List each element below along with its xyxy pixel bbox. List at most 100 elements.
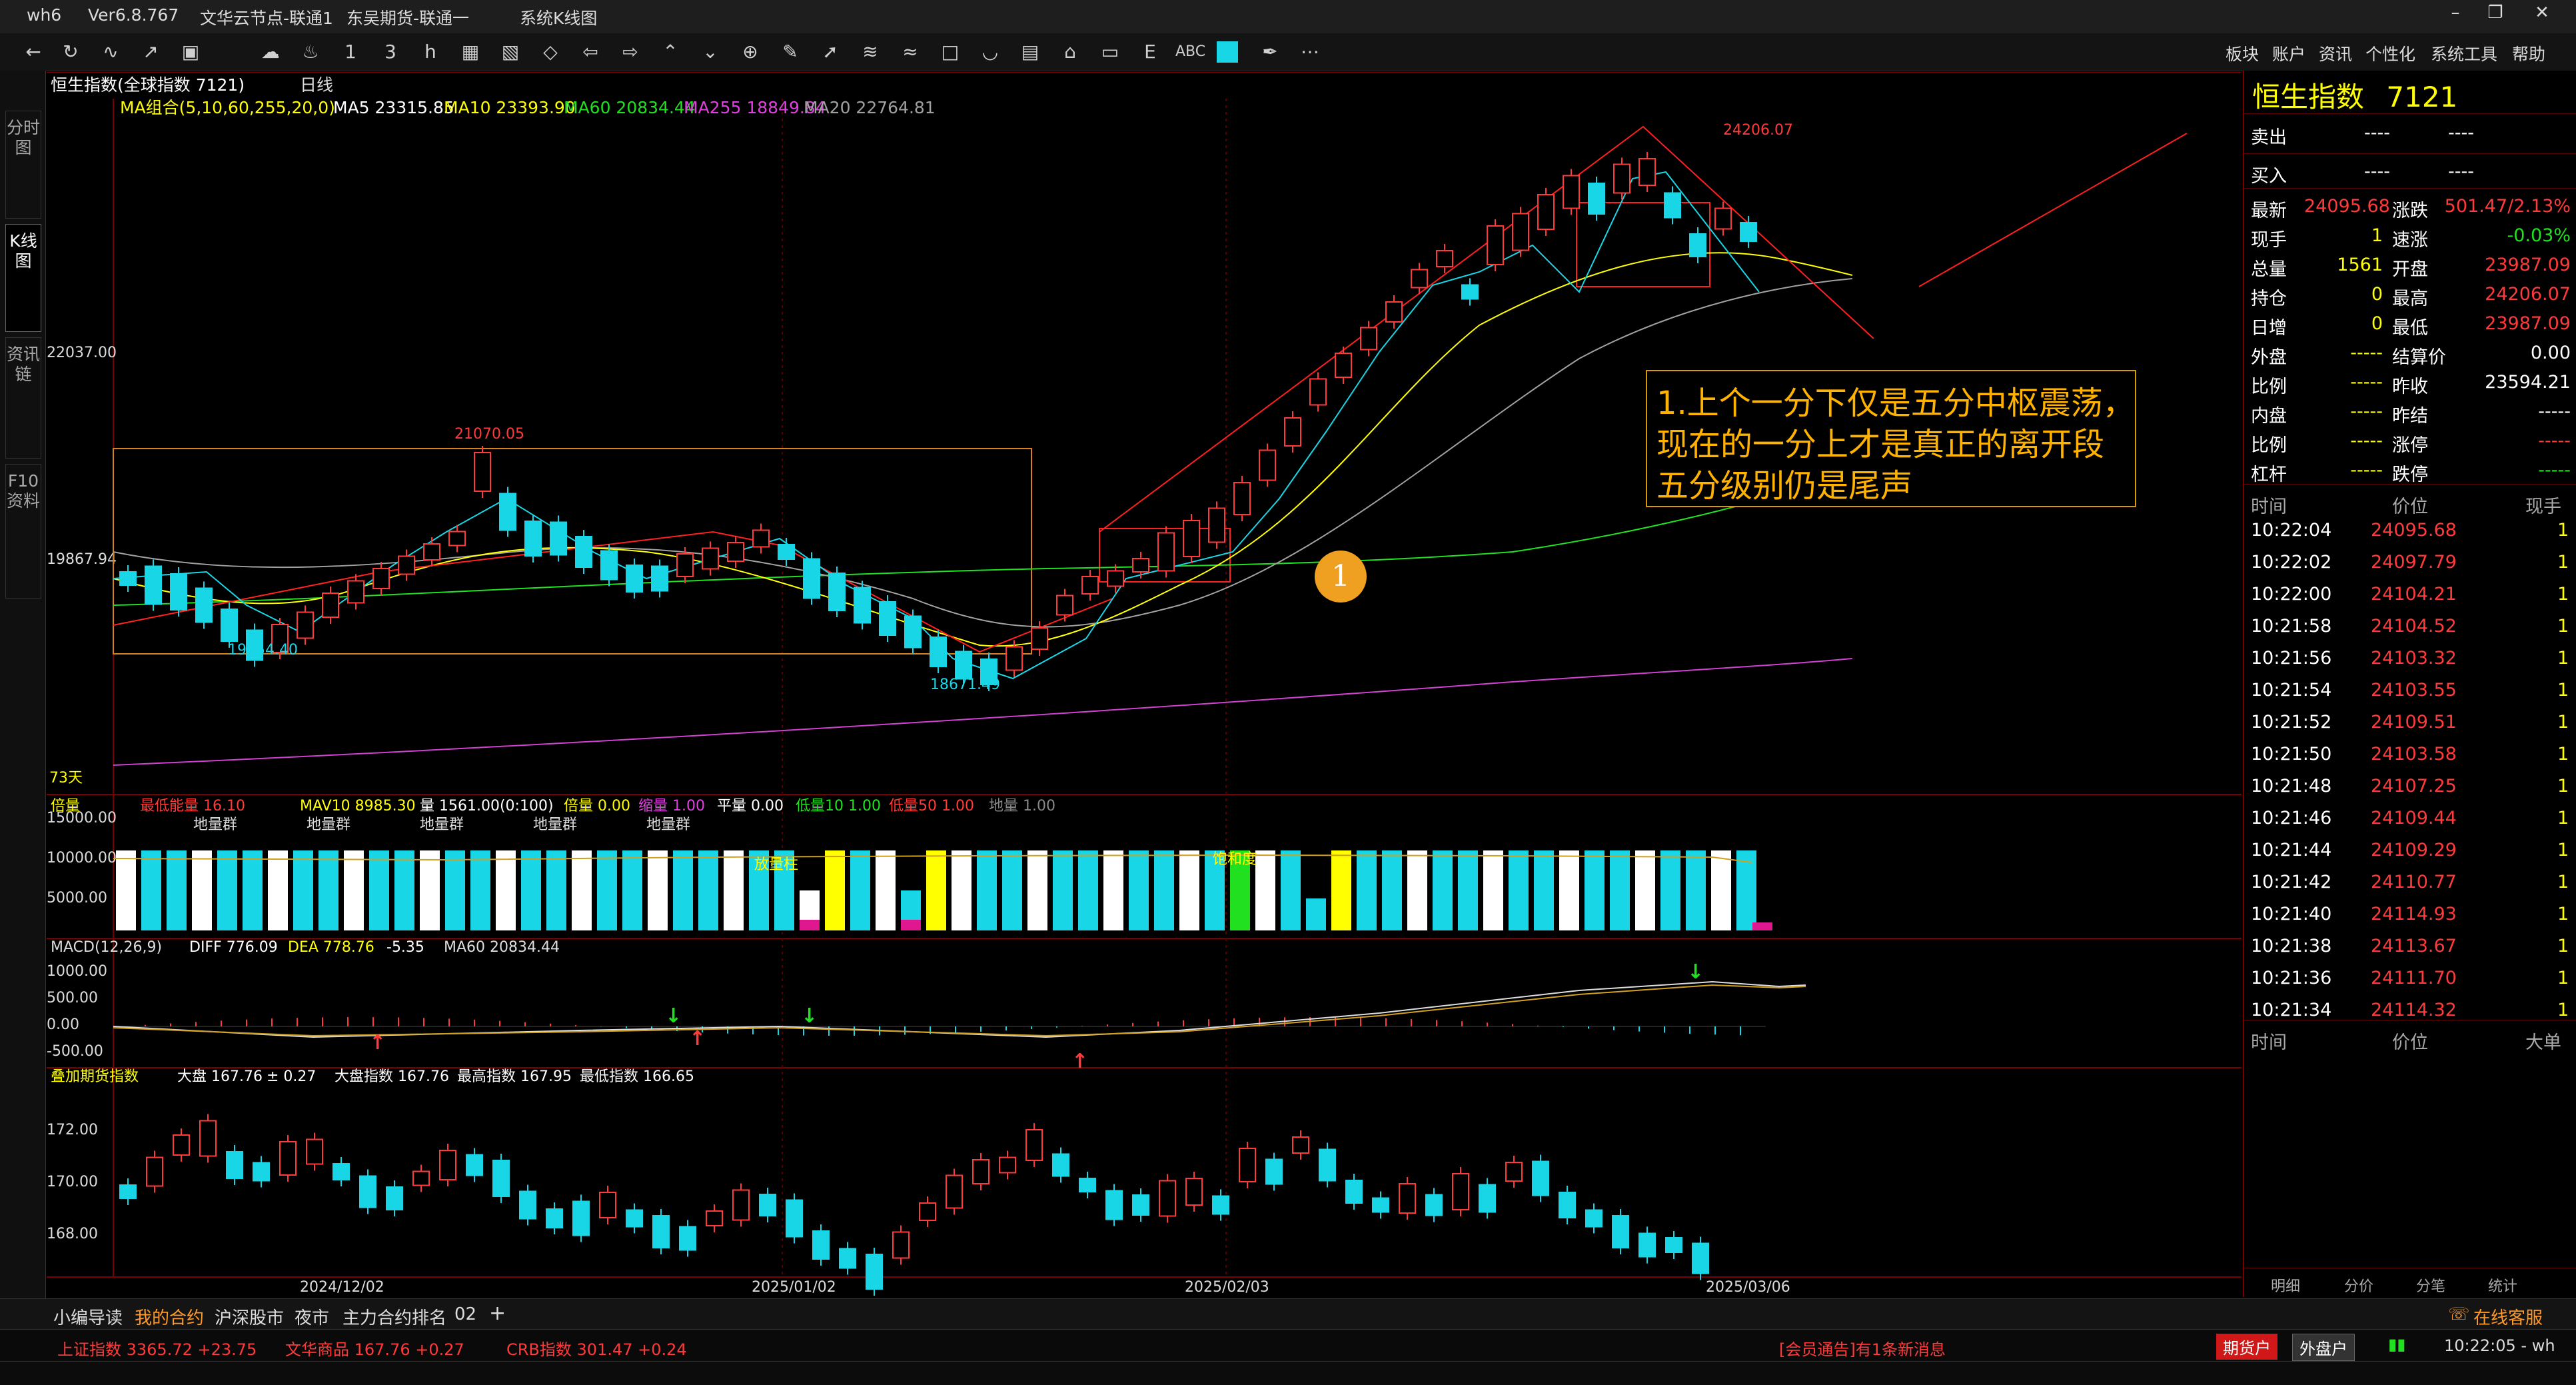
arc-icon[interactable]: ◡ [981,41,999,63]
tick-row[interactable]: 10:21:38 24113.67 1 [2244,932,2576,960]
tick-row[interactable]: 10:21:48 24107.25 1 [2244,772,2576,800]
online-service-link[interactable]: 在线客服 [2473,1308,2543,1328]
tick-row[interactable]: 10:21:52 24109.51 1 [2244,708,2576,736]
cloud-icon[interactable]: ☁ [261,41,280,63]
abc-text-icon[interactable]: ABC [1175,43,1206,60]
ground-vol-group: 地量群 [193,816,237,833]
futures-candle [759,1188,776,1222]
menu-personalize[interactable]: 个性化 [2365,45,2416,64]
tab-stats[interactable]: 统计 [2488,1278,2518,1295]
down-chevron-icon[interactable]: ⌄ [702,41,718,63]
tab-f10[interactable]: F10资料 [5,464,41,599]
stat-label: 结算价 [2392,347,2446,368]
tab-intraday[interactable]: 分时图 [5,111,41,219]
tick-row[interactable]: 10:21:58 24104.52 1 [2244,612,2576,640]
sh-index-ticker[interactable]: 上证指数 3365.72 +23.75 [57,1340,257,1359]
draw-line-icon[interactable]: ➚ [822,41,838,63]
color-square-icon[interactable] [1217,41,1238,63]
layout-icon[interactable]: ▭ [1101,41,1119,63]
pencil-line-icon[interactable]: ✎ [782,41,798,63]
external-account-button[interactable]: 外盘户 [2292,1334,2355,1361]
home-icon[interactable]: ⌂ [1064,41,1076,63]
bell-icon[interactable]: ♨ [302,41,319,63]
tab-main-contract-rank[interactable]: 主力合约排名 [342,1308,447,1328]
futures-account-button[interactable]: 期货户 [2216,1334,2277,1360]
restore-icon[interactable]: ❐ [2487,3,2503,23]
more-icon[interactable]: ⋯ [1301,41,1319,63]
tick-time: 10:21:50 [2251,744,2332,764]
up-chevron-icon[interactable]: ⌃ [662,41,678,63]
tick-row[interactable]: 10:22:04 24095.68 1 [2244,516,2576,544]
rectangle-icon[interactable]: □ [941,41,960,63]
volume-toggle[interactable]: 倍量 [51,798,80,814]
period-1h-icon[interactable]: h [424,41,436,63]
crosshair-icon[interactable]: ⊕ [742,41,758,63]
crb-index-ticker[interactable]: CRB指数 301.47 +0.24 [506,1340,687,1359]
tick-row[interactable]: 10:21:56 24103.32 1 [2244,644,2576,672]
tick-row[interactable]: 10:21:36 24111.70 1 [2244,964,2576,992]
refresh-icon[interactable]: ↻ [63,41,79,63]
grid-icon[interactable]: ▤ [1021,41,1039,63]
tab-sh-sz-stocks[interactable]: 沪深股市 [215,1308,285,1328]
period-icon[interactable]: ▣ [181,41,200,63]
quote-stat-row: 现手 1 速涨 -0.03% [2244,221,2576,251]
year-icon[interactable]: ▧ [501,41,520,63]
tick-row[interactable]: 10:21:46 24109.44 1 [2244,804,2576,832]
tab-editor-guide[interactable]: 小编导读 [53,1308,123,1328]
macd-name[interactable]: MACD(12,26,9) [51,939,162,956]
arrow-left-icon[interactable]: ⇦ [582,41,598,63]
line-chart-icon[interactable]: ∿ [103,41,119,63]
tab-detail[interactable]: 明细 [2271,1278,2301,1295]
menu-sector[interactable]: 板块 [2226,45,2259,64]
menu-account[interactable]: 账户 [2272,45,2306,64]
wave-icon[interactable]: ≋ [862,41,878,63]
season-icon[interactable]: ▦ [461,41,480,63]
futures-name[interactable]: 叠加期货指数 [51,1068,139,1085]
tab-kline[interactable]: K线图 [5,224,41,332]
tick-time: 10:21:34 [2251,1000,2332,1020]
period-3-icon[interactable]: 3 [384,41,396,63]
period-selector[interactable]: 日线 [300,75,333,95]
tab-my-contracts[interactable]: 我的合约 [135,1308,205,1328]
price-candle [1385,295,1403,329]
tick-row[interactable]: 10:21:34 24114.32 1 [2244,996,2576,1024]
tab-night-market[interactable]: 夜市 [295,1308,330,1328]
server-node-1[interactable]: 文华云节点-联通1 [200,9,333,28]
menu-system-tools[interactable]: 系统工具 [2431,45,2498,64]
tab-price-split[interactable]: 分价 [2344,1278,2374,1295]
member-notice[interactable]: [会员通告]有1条新消息 [1779,1340,1946,1359]
stat-label: 开盘 [2392,259,2428,280]
tick-row[interactable]: 10:21:44 24109.29 1 [2244,836,2576,864]
tab-news-chain[interactable]: 资讯链 [5,337,41,459]
tab-tick-split[interactable]: 分笔 [2416,1278,2446,1295]
marker-badge[interactable]: 1 [1315,551,1367,603]
tick-row[interactable]: 10:21:54 24103.55 1 [2244,676,2576,704]
tick-row[interactable]: 10:21:40 24114.93 1 [2244,900,2576,928]
arrow-right-icon[interactable]: ⇨ [622,41,638,63]
wave2-icon[interactable]: ≈ [902,41,918,63]
tick-row[interactable]: 10:21:42 24110.77 1 [2244,868,2576,896]
server-node-2[interactable]: 东吴期货-联通一 [346,9,470,28]
tick-row[interactable]: 10:22:00 24104.21 1 [2244,580,2576,608]
back-icon[interactable]: ← [25,41,41,63]
tick-row[interactable]: 10:21:50 24103.58 1 [2244,740,2576,768]
analysis-annotation[interactable]: 1.上个一分下仅是五分中枢震荡， 现在的一分上才是真正的离开段 五分级别仍是尾声 [1646,370,2136,507]
close-icon[interactable]: ✕ [2535,3,2549,23]
diamond-icon[interactable]: ◇ [543,41,558,63]
kline-chart-area[interactable]: 恒生指数(全球指数 7121) 日线 MA组合(5,10,60,255,20,0… [47,72,2242,1298]
tick-row[interactable]: 10:22:02 24097.79 1 [2244,548,2576,576]
text-e-icon[interactable]: E [1144,41,1156,63]
minimize-icon[interactable]: – [2451,3,2460,23]
add-tab-button[interactable]: + [489,1302,506,1325]
brush-icon[interactable]: ✒ [1262,41,1278,63]
menu-news[interactable]: 资讯 [2319,45,2353,64]
headset-icon[interactable]: ☏ [2448,1304,2470,1324]
quote-stat-row: 杠杆 ----- 跌停 ----- [2244,456,2576,485]
tab-02[interactable]: 02 [454,1304,477,1324]
panel-bottom-tabs: 明细 分价 分笔 统计 [2244,1270,2576,1298]
wh-commodity-ticker[interactable]: 文华商品 167.76 +0.27 [285,1340,464,1359]
trend-icon[interactable]: ↗ [143,41,159,63]
period-1-icon[interactable]: 1 [344,41,356,63]
ma-group-label[interactable]: MA组合(5,10,60,255,20,0) [120,98,335,117]
menu-help[interactable]: 帮助 [2512,45,2546,64]
